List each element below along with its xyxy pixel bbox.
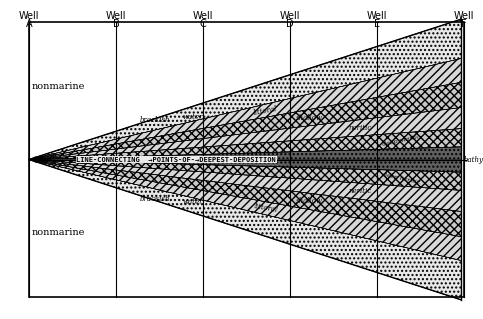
Text: bathyal: bathyal <box>464 155 483 164</box>
Text: Well: Well <box>106 11 126 21</box>
Polygon shape <box>29 160 461 237</box>
Polygon shape <box>29 160 461 261</box>
Polygon shape <box>29 160 461 211</box>
Text: E: E <box>374 19 380 29</box>
Text: Well: Well <box>367 11 387 21</box>
Text: deep neritic: deep neritic <box>382 134 420 147</box>
Polygon shape <box>29 160 461 300</box>
Text: shallow: shallow <box>296 197 323 205</box>
Bar <box>29 22 464 297</box>
Text: Well: Well <box>280 11 300 21</box>
Text: Well: Well <box>19 11 39 21</box>
Polygon shape <box>29 108 461 160</box>
Text: Well: Well <box>193 11 213 21</box>
Text: brackish: brackish <box>139 116 170 124</box>
Text: neritic: neritic <box>348 124 371 132</box>
Text: littoral: littoral <box>253 105 278 117</box>
Polygon shape <box>29 129 461 160</box>
Text: water: water <box>183 198 203 206</box>
Polygon shape <box>29 19 461 160</box>
Text: C: C <box>199 19 206 29</box>
Text: shallow: shallow <box>296 114 323 122</box>
Text: deep neritic: deep neritic <box>382 172 420 185</box>
Text: LINE-CONNECTING  →POINTS-OF-→DEEPEST-DEPOSITION: LINE-CONNECTING →POINTS-OF-→DEEPEST-DEPO… <box>76 157 276 162</box>
Text: neritic: neritic <box>348 187 371 195</box>
Polygon shape <box>29 160 461 172</box>
Text: B: B <box>113 19 119 29</box>
Text: water: water <box>183 113 203 121</box>
Text: brackish: brackish <box>139 195 170 203</box>
Text: F: F <box>461 19 467 29</box>
Text: Well: Well <box>454 11 474 21</box>
Text: D: D <box>286 19 294 29</box>
Polygon shape <box>29 147 461 160</box>
Text: nonmarine: nonmarine <box>31 82 85 91</box>
Polygon shape <box>29 82 461 160</box>
Text: nonmarine: nonmarine <box>31 228 85 237</box>
Polygon shape <box>29 58 461 160</box>
Text: littoral: littoral <box>253 202 278 214</box>
Polygon shape <box>29 160 461 190</box>
Text: A: A <box>26 19 32 29</box>
